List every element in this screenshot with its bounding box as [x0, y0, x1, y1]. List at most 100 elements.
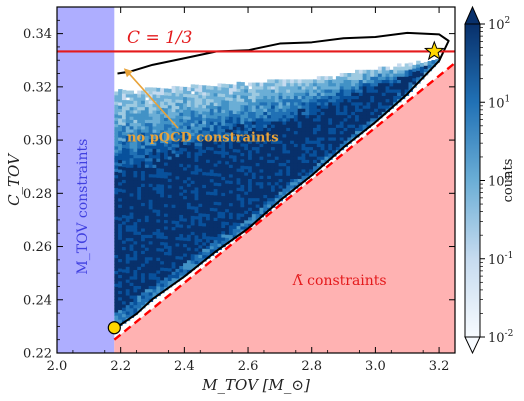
heatmap-cell — [148, 279, 154, 283]
heatmap-cell — [141, 183, 146, 187]
colorbar-gradient — [465, 24, 480, 337]
heatmap-cell — [316, 76, 322, 80]
heatmap-cell — [293, 82, 299, 87]
heatmap-cell — [198, 251, 203, 255]
heatmap-cell — [324, 149, 329, 154]
heatmap-cell — [190, 160, 196, 165]
heatmap-cell — [144, 294, 150, 299]
heatmap-cell — [171, 277, 177, 282]
heatmap-cell — [244, 226, 249, 230]
heatmap-cell — [194, 145, 199, 150]
heatmap-cell — [129, 227, 135, 232]
heatmap-cell — [217, 153, 222, 158]
heatmap-cell — [293, 143, 299, 148]
heatmap-cell — [339, 79, 345, 84]
heatmap-cell — [129, 266, 135, 271]
heatmap-cell — [186, 160, 192, 165]
heatmap-cell — [347, 108, 352, 112]
heatmap-cell — [160, 215, 165, 220]
heatmap-cell — [156, 289, 161, 293]
heatmap-cell — [183, 163, 188, 168]
heatmap-cell — [186, 119, 192, 123]
heatmap-cell — [175, 185, 180, 190]
heatmap-cell — [244, 101, 249, 106]
heatmap-cell — [179, 246, 184, 251]
heatmap-cell — [114, 286, 119, 291]
heatmap-cell — [133, 237, 138, 242]
heatmap-cell — [385, 82, 391, 87]
heatmap-cell — [137, 103, 142, 108]
heatmap-cell — [267, 92, 272, 96]
heatmap-cell — [183, 118, 188, 123]
heatmap-cell — [183, 189, 188, 193]
heatmap-cell — [194, 215, 199, 220]
heatmap-cell — [362, 73, 368, 77]
heatmap-cell — [228, 119, 234, 124]
heatmap-cell — [259, 85, 264, 90]
heatmap-cell — [355, 88, 360, 93]
heatmap-cell — [381, 111, 387, 116]
heatmap-cell — [156, 253, 161, 258]
heatmap-cell — [270, 92, 276, 96]
heatmap-cell — [171, 210, 177, 215]
heatmap-cell — [236, 219, 241, 223]
heatmap-cell — [328, 82, 333, 87]
heatmap-cell — [148, 157, 154, 162]
heatmap-cell — [118, 140, 123, 145]
heatmap-cell — [324, 127, 329, 132]
heatmap-cell — [141, 253, 146, 258]
heatmap-cell — [194, 247, 199, 252]
heatmap-cell — [194, 174, 199, 178]
heatmap-cell — [121, 141, 127, 145]
heatmap-cell — [183, 138, 188, 142]
heatmap-cell — [236, 126, 241, 131]
heatmap-cell — [236, 164, 241, 169]
heatmap-cell — [228, 151, 234, 156]
heatmap-cell — [251, 156, 257, 160]
heatmap-cell — [343, 140, 348, 144]
heatmap-cell — [232, 113, 238, 118]
heatmap-cell — [163, 222, 169, 227]
heatmap-cell — [221, 205, 226, 209]
heatmap-cell — [183, 125, 188, 130]
mtov-constraint-region — [57, 7, 115, 353]
heatmap-cell — [374, 79, 379, 84]
heatmap-cell — [335, 108, 341, 112]
heatmap-cell — [320, 149, 326, 154]
heatmap-cell — [160, 199, 165, 204]
heatmap-cell — [423, 68, 429, 73]
heatmap-cell — [255, 133, 261, 138]
heatmap-cell — [228, 205, 234, 210]
heatmap-cell — [167, 210, 173, 214]
heatmap-cell — [366, 79, 371, 84]
heatmap-cell — [198, 104, 203, 108]
heatmap-cell — [343, 117, 348, 122]
heatmap-cell — [286, 181, 291, 186]
heatmap-cell — [114, 318, 119, 323]
heatmap-cell — [148, 211, 154, 216]
heatmap-cell — [144, 211, 150, 216]
heatmap-cell — [129, 122, 135, 127]
heatmap-cell — [324, 152, 329, 157]
heatmap-cell — [213, 214, 219, 218]
heatmap-cell — [179, 137, 184, 142]
heatmap-cell — [297, 79, 303, 84]
heatmap-cell — [297, 149, 303, 154]
heatmap-cell — [263, 146, 268, 151]
heatmap-cell — [114, 158, 119, 163]
heatmap-cell — [121, 243, 127, 248]
heatmap-cell — [206, 181, 211, 186]
heatmap-cell — [248, 104, 253, 109]
heatmap-cell — [251, 98, 257, 103]
heatmap-cell — [198, 120, 203, 124]
heatmap-cell — [125, 132, 131, 136]
heatmap-cell — [121, 227, 127, 232]
heatmap-cell — [206, 143, 211, 147]
heatmap-cell — [312, 111, 318, 116]
heatmap-cell — [206, 111, 211, 115]
heatmap-cell — [129, 160, 135, 165]
x-tick-label: 2.2 — [110, 359, 131, 374]
heatmap-cell — [228, 221, 234, 226]
heatmap-cell — [144, 151, 150, 156]
heatmap-cell — [121, 303, 127, 308]
